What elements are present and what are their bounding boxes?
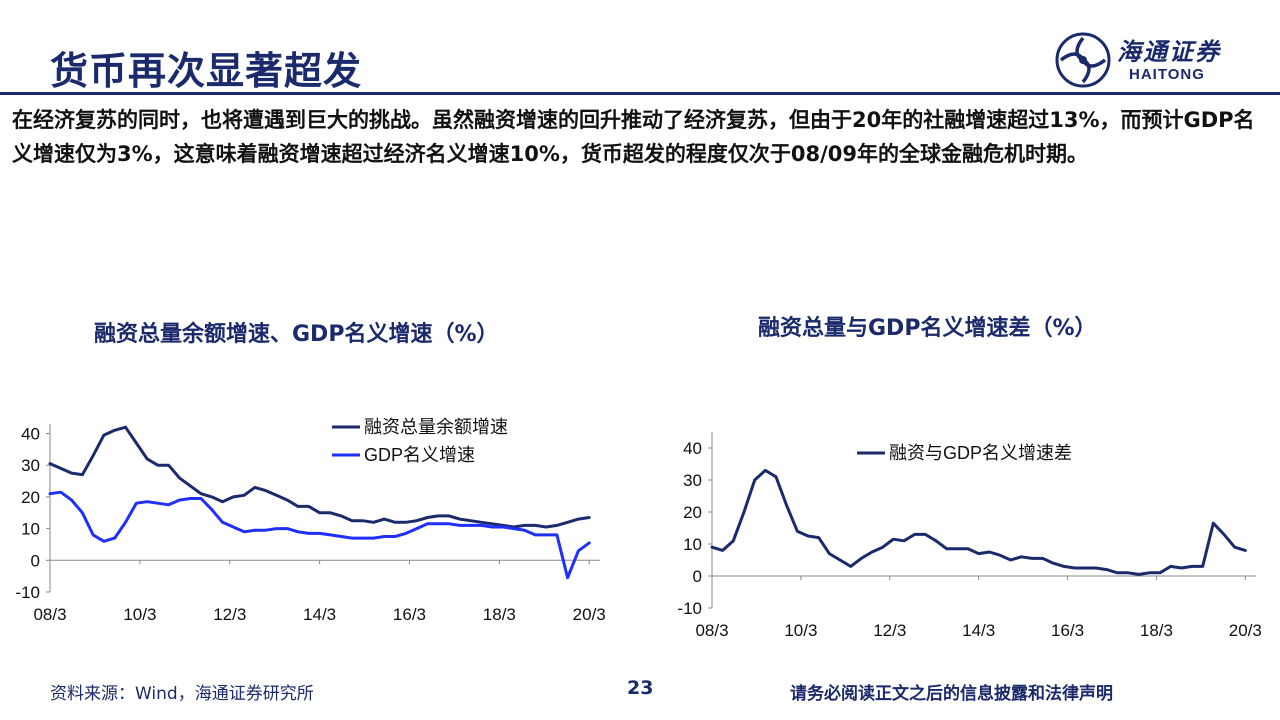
x-tick-label: 16/3 <box>393 605 426 624</box>
y-tick-label: 0 <box>31 551 40 570</box>
logo-chinese-text: 海通证券 <box>1117 37 1221 66</box>
x-tick-label: 18/3 <box>483 605 516 624</box>
x-tick-label: 14/3 <box>962 621 995 640</box>
title-divider <box>0 92 1280 95</box>
y-tick-label: 40 <box>21 425 40 444</box>
x-tick-label: 10/3 <box>123 605 156 624</box>
y-tick-label: 30 <box>683 471 702 490</box>
x-tick-label: 20/3 <box>573 605 606 624</box>
x-tick-label: 12/3 <box>873 621 906 640</box>
page-number: 23 <box>627 677 654 699</box>
disclaimer: 请务必阅读正文之后的信息披露和法律声明 <box>790 684 1113 704</box>
legend-label-2: GDP名义增速 <box>364 445 475 465</box>
chart-left-title: 融资总量余额增速、GDP名义增速（%） <box>94 322 499 347</box>
intro-paragraph: 在经济复苏的同时，也将遭遇到巨大的挑战。虽然融资增速的回升推动了经济复苏，但由于… <box>12 108 1255 166</box>
x-tick-label: 14/3 <box>303 605 336 624</box>
y-tick-label: 10 <box>21 520 40 539</box>
y-tick-label: 20 <box>683 503 702 522</box>
x-tick-label: 08/3 <box>33 605 66 624</box>
chart-left: -10 0 10 20 30 40 08/3 10/3 12/3 14/3 16/3 18/3 20/3… <box>15 417 606 624</box>
y-tick-label: -10 <box>15 583 40 602</box>
x-tick-label: 12/3 <box>213 605 246 624</box>
page-title: 货币再次显著超发 <box>50 48 363 93</box>
logo-mark-icon <box>1055 32 1111 88</box>
series-line-1 <box>710 468 1247 576</box>
y-tick-label: 30 <box>21 456 40 475</box>
y-tick-label: 0 <box>693 567 702 586</box>
x-tick-label: 20/3 <box>1229 621 1262 640</box>
chart-right-title: 融资总量与GDP名义增速差（%） <box>758 316 1097 341</box>
x-tick-label: 18/3 <box>1140 621 1173 640</box>
y-tick-label: 10 <box>683 535 702 554</box>
source-note: 资料来源：Wind，海通证券研究所 <box>50 684 314 704</box>
series-line-1 <box>48 425 591 529</box>
legend-label-1: 融资与GDP名义增速差 <box>889 443 1072 463</box>
company-logo: 海通证券 HAITONG <box>1055 30 1245 90</box>
x-tick-label: 08/3 <box>695 621 728 640</box>
legend-label-1: 融资总量余额增速 <box>364 417 508 437</box>
x-tick-label: 16/3 <box>1051 621 1084 640</box>
y-tick-label: 40 <box>683 439 702 458</box>
series-line-2 <box>48 490 591 580</box>
y-tick-label: -10 <box>677 599 702 618</box>
y-tick-label: 20 <box>21 488 40 507</box>
logo-english-text: HAITONG <box>1129 66 1205 83</box>
x-tick-label: 10/3 <box>784 621 817 640</box>
chart-right: -10 0 10 20 30 40 08/3 10/3 12/3 14/3 16/3 18/3 20/3… <box>677 432 1262 640</box>
